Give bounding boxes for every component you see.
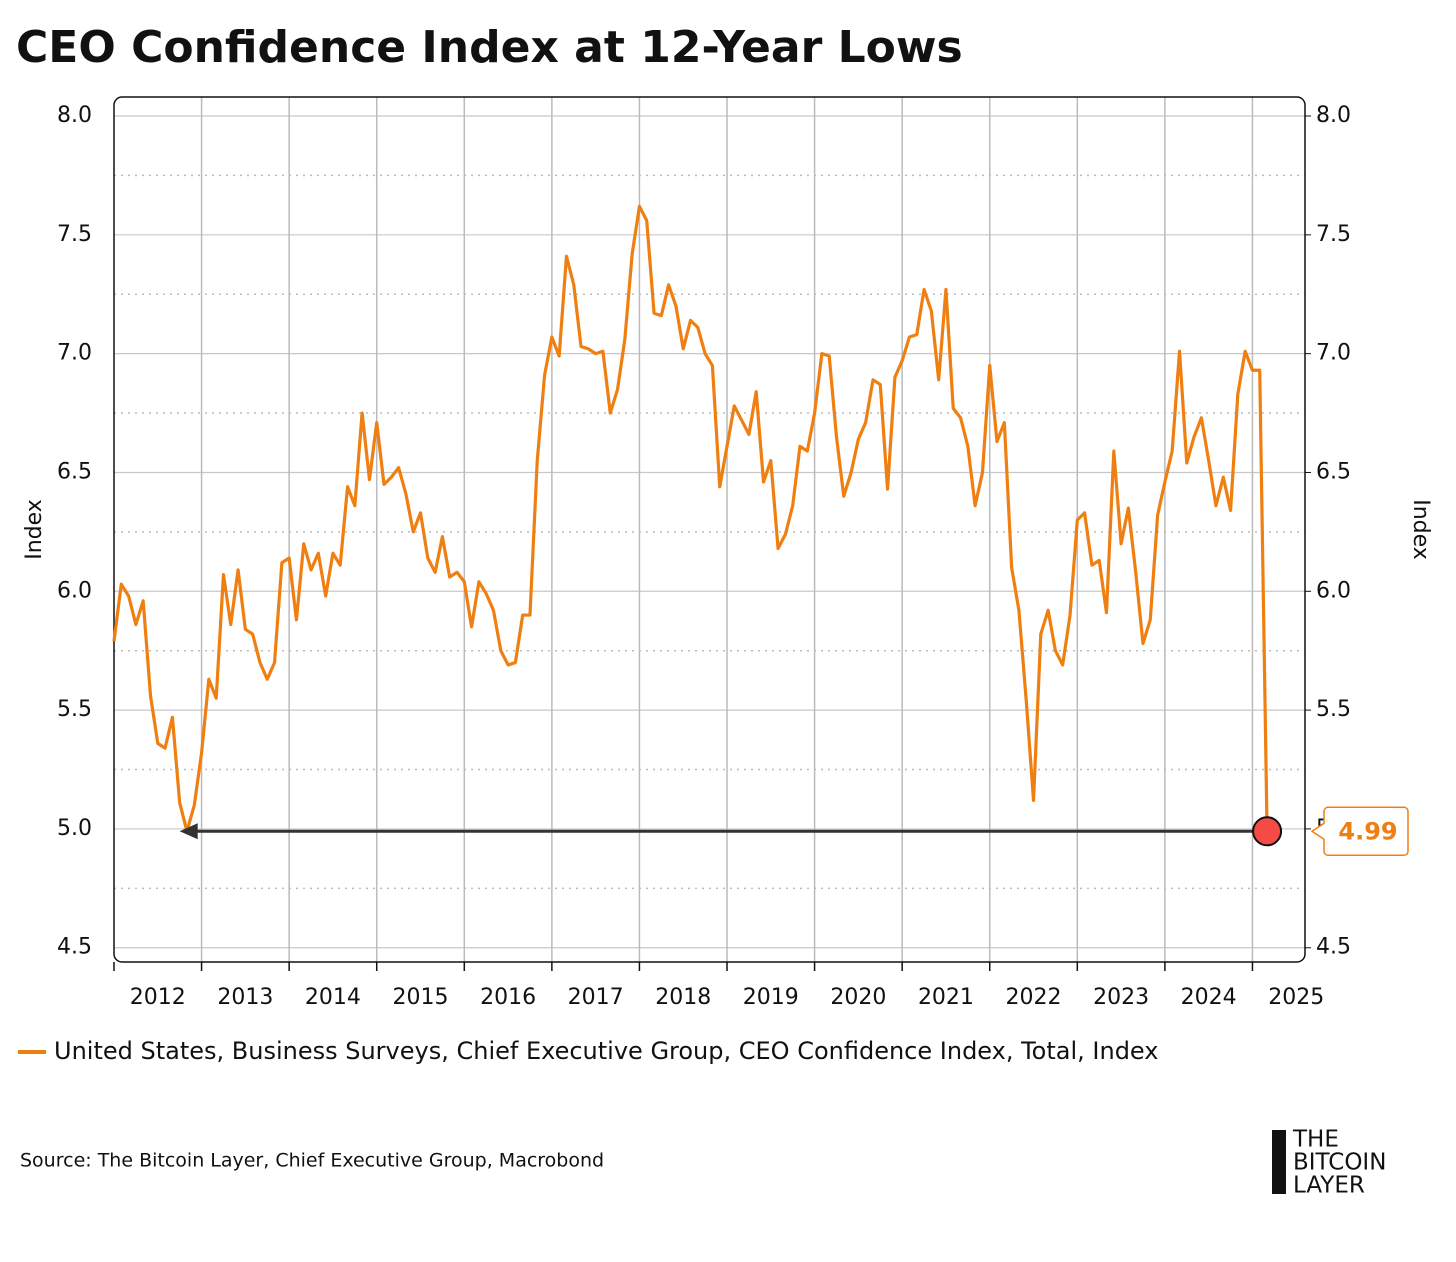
x-tick-label: 2024 — [1181, 985, 1237, 1010]
arrow-head — [179, 823, 198, 840]
annotation-label: 4.99 — [1338, 817, 1397, 845]
y-tick-label: 7.0 — [57, 341, 92, 366]
annotation-box — [1310, 806, 1409, 857]
x-tick-label: 2021 — [918, 985, 974, 1010]
y2-tick-label: 7.5 — [1316, 222, 1351, 247]
logo-text: LAYER — [1293, 1173, 1365, 1199]
y2-axis-label: Index — [1408, 499, 1433, 560]
y-tick-label: 8.0 — [57, 103, 92, 128]
x-tick-label: 2020 — [830, 985, 886, 1010]
x-tick-label: 2016 — [480, 985, 536, 1010]
y-tick-label: 7.5 — [57, 222, 92, 247]
x-tick-label: 2025 — [1268, 985, 1324, 1010]
y2-tick-label: 7.0 — [1316, 341, 1351, 366]
x-tick-label: 2022 — [1006, 985, 1062, 1010]
y-tick-label: 4.5 — [57, 935, 92, 960]
x-tick-label: 2023 — [1093, 985, 1149, 1010]
x-tick-label: 2012 — [130, 985, 186, 1010]
y-axis-label: Index — [22, 499, 47, 560]
y-tick-label: 5.0 — [57, 816, 92, 841]
legend-label: United States, Business Surveys, Chief E… — [54, 1037, 1158, 1065]
x-tick-label: 2014 — [305, 985, 361, 1010]
logo-bar — [1272, 1130, 1286, 1194]
y2-tick-label: 6.5 — [1316, 459, 1351, 484]
y2-tick-label: 6.0 — [1316, 578, 1351, 603]
y2-tick-label: 5.5 — [1316, 697, 1351, 722]
y2-tick-label: 8.0 — [1316, 103, 1351, 128]
y2-tick-label: 4.5 — [1316, 935, 1351, 960]
highlight-point — [1252, 816, 1283, 847]
chart-title: CEO Confidence Index at 12-Year Lows — [16, 22, 963, 73]
data-line — [112, 204, 1269, 833]
x-tick-label: 2015 — [393, 985, 449, 1010]
x-tick-label: 2018 — [655, 985, 711, 1010]
y-tick-label: 6.5 — [57, 459, 92, 484]
x-tick-label: 2013 — [217, 985, 273, 1010]
logo-text: THE — [1292, 1127, 1339, 1153]
y-tick-label: 5.5 — [57, 697, 92, 722]
x-tick-label: 2017 — [568, 985, 624, 1010]
source: Source: The Bitcoin Layer, Chief Executi… — [20, 1150, 604, 1172]
y-tick-label: 6.0 — [57, 578, 92, 603]
logo-text: BITCOIN — [1293, 1150, 1386, 1176]
x-tick-label: 2019 — [743, 985, 799, 1010]
plot-frame — [113, 96, 1306, 963]
